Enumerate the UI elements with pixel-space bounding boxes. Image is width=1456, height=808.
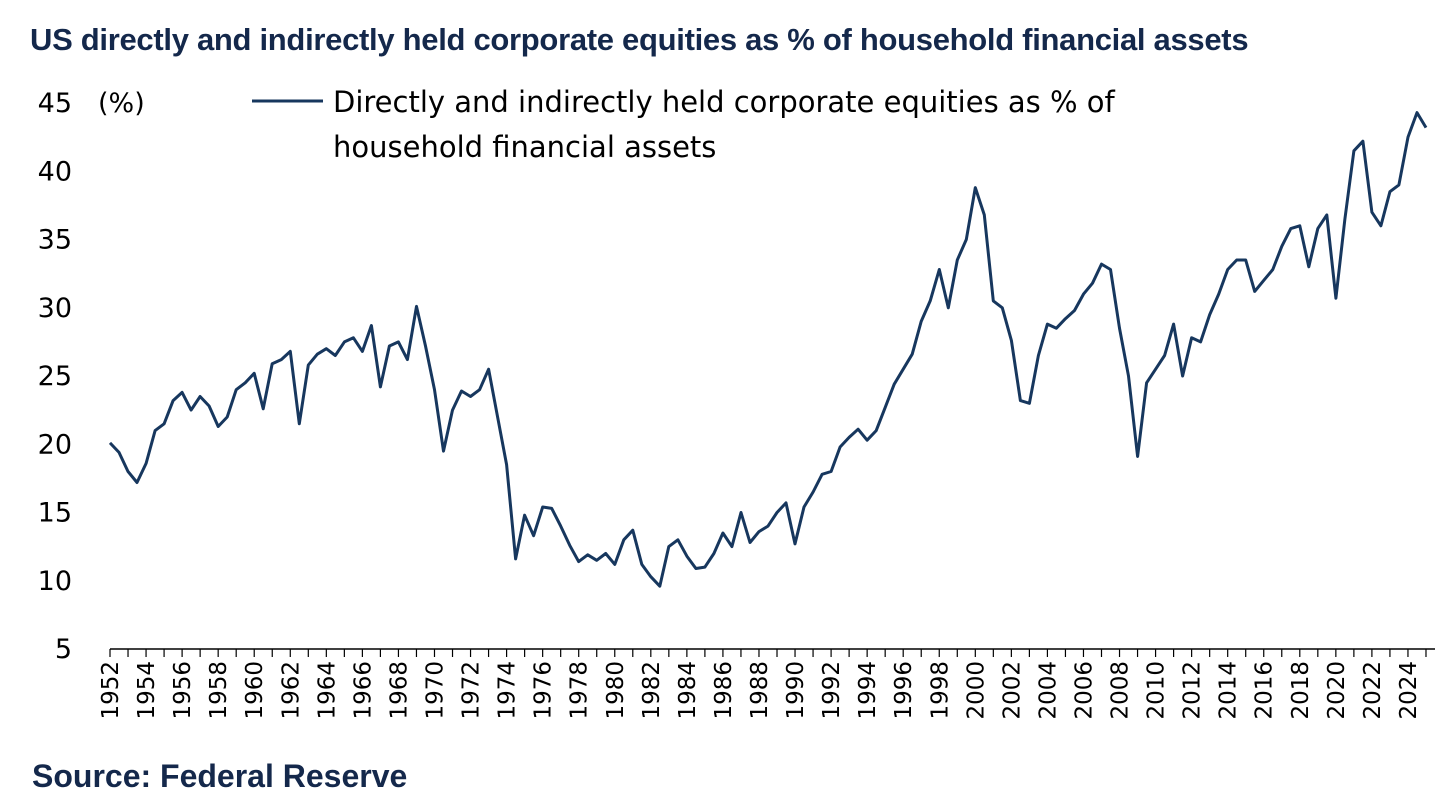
x-tick-label: 1968 (386, 661, 412, 720)
y-tick-label: 20 (38, 429, 72, 460)
x-tick-label: 2010 (1144, 661, 1170, 720)
x-tick-label: 1986 (711, 661, 737, 720)
y-unit-label: (%) (98, 88, 145, 119)
x-tick-label: 1990 (783, 661, 809, 720)
x-tick-label: 1998 (927, 661, 953, 720)
x-tick-label: 2008 (1108, 661, 1134, 720)
x-tick-label: 1958 (206, 661, 232, 720)
y-axis: 45 40 35 30 25 20 15 10 5 (38, 88, 72, 665)
x-tick-label: 2024 (1396, 661, 1422, 720)
legend-label-line-2: household financial assets (333, 130, 716, 164)
x-tick-label: 1954 (134, 661, 160, 720)
x-tick-label: 1980 (603, 661, 629, 720)
x-tick-label: 1976 (531, 661, 557, 720)
legend-label: Directly and indirectly held corporate e… (333, 85, 1124, 164)
x-tick-label: 2018 (1288, 661, 1314, 720)
x-tick-label: 2012 (1180, 661, 1206, 720)
y-tick-label: 30 (38, 293, 72, 324)
x-tick-label: 1982 (639, 661, 665, 720)
x-tick-label: 1966 (350, 661, 376, 720)
series-points (109, 112, 1427, 587)
x-tick-label: 1978 (567, 661, 593, 720)
x-tick-label: 1972 (459, 661, 485, 720)
x-tick-label: 1956 (170, 661, 196, 720)
x-tick-label: 2016 (1252, 661, 1278, 720)
x-tick-label: 2004 (1035, 661, 1061, 720)
x-tick-label: 1984 (675, 661, 701, 720)
x-tick-label: 1952 (98, 661, 124, 720)
y-tick-label: 15 (38, 498, 72, 529)
x-tick-label: 1996 (891, 661, 917, 720)
y-tick-label: 35 (38, 225, 72, 256)
y-tick-label: 5 (55, 634, 72, 665)
x-tick-label: 1964 (314, 661, 340, 720)
source-note: Source: Federal Reserve (32, 758, 408, 794)
x-tick-label: 1992 (819, 661, 845, 720)
x-tick-label: 1960 (242, 661, 268, 720)
x-tick-label: 1994 (855, 661, 881, 720)
y-tick-label: 40 (38, 156, 72, 187)
legend: Directly and indirectly held corporate e… (252, 85, 1124, 164)
legend-label-line-1: Directly and indirectly held corporate e… (333, 85, 1116, 119)
x-tick-label: 2006 (1071, 661, 1097, 720)
x-tick-label: 2020 (1324, 661, 1350, 720)
chart-title: US directly and indirectly held corporat… (30, 22, 1249, 57)
y-tick-label: 45 (38, 88, 72, 119)
y-tick-label: 10 (38, 566, 72, 597)
y-tick-label: 25 (38, 361, 72, 392)
x-tick-label: 1970 (422, 661, 448, 720)
x-tick-label: 1974 (495, 661, 521, 720)
x-tick-label: 1988 (747, 661, 773, 720)
x-axis: 1952 1954 1956 1958 1960 1962 1964 1966 1968 1970… (98, 648, 1435, 720)
series-line (108, 111, 1428, 588)
x-tick-label: 1962 (278, 661, 304, 720)
x-tick-label: 2000 (963, 661, 989, 720)
x-tick-label: 2014 (1216, 661, 1242, 720)
x-tick-label: 2002 (999, 661, 1025, 720)
x-tick-label: 2022 (1360, 661, 1386, 720)
